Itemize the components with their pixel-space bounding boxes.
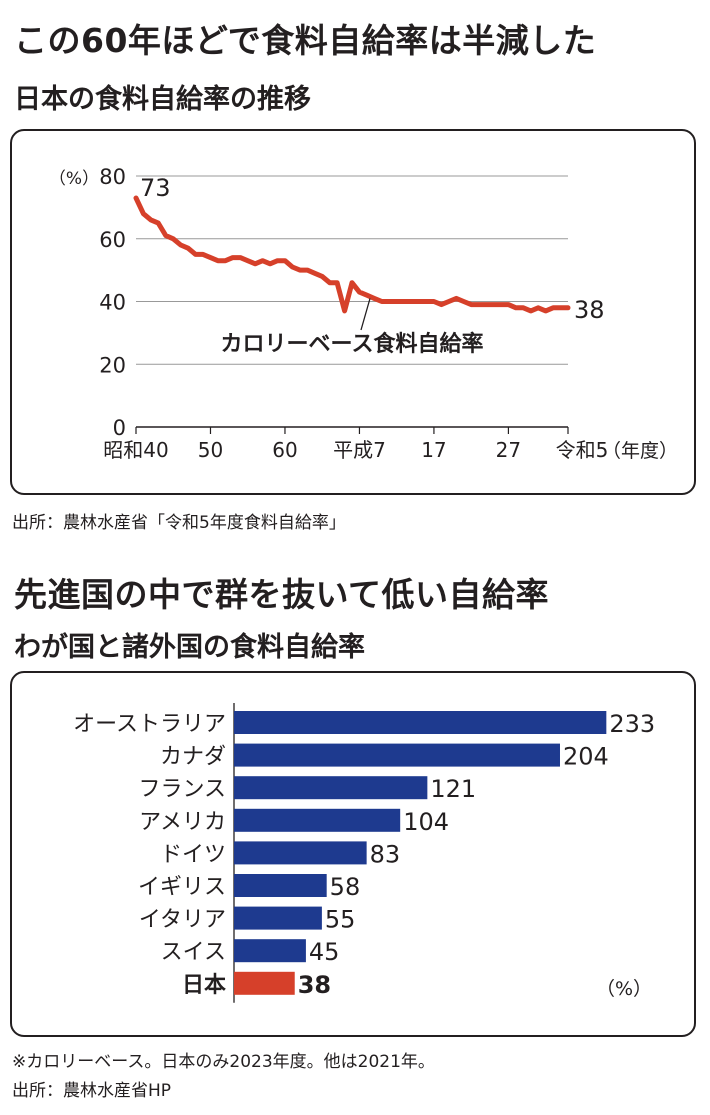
bar <box>234 906 322 930</box>
category-label: カナダ <box>160 745 226 770</box>
note-2: ※カロリーベース。日本のみ2023年度。他は2021年。 <box>12 1052 435 1072</box>
bar <box>234 939 306 963</box>
subheadline-1: 日本の食料自給率の推移 <box>14 84 311 115</box>
unit-label: （%） <box>596 978 652 1000</box>
value-label: 204 <box>563 743 609 771</box>
x-tick-label: 昭和40 <box>103 438 168 462</box>
value-label: 121 <box>430 775 476 803</box>
value-label: 233 <box>609 710 655 738</box>
bar <box>234 841 367 865</box>
y-tick-label: 60 <box>99 228 126 252</box>
value-label: 58 <box>330 873 361 901</box>
series-label-leader <box>360 298 371 331</box>
line-chart: 0 20 40 60 80（%） 昭和40 50 60 平成7 17 27 令和5（年度） カロリーベー… <box>49 165 678 462</box>
y-tick-label: 0 <box>113 416 126 440</box>
data-label-end: 38 <box>574 296 605 324</box>
category-label: ドイツ <box>160 842 226 867</box>
value-label: 38 <box>298 971 331 999</box>
y-unit-label: （%） <box>49 169 99 189</box>
bar-chart-panel: オーストラリア 233 カナダ 204 フランス 121 アメリカ 104 ドイツ 83 イギリス 5… <box>10 671 696 1037</box>
bar <box>234 711 607 734</box>
source-2: 出所：農林水産省HP <box>12 1081 172 1101</box>
category-label: スイス <box>161 940 226 965</box>
bar <box>234 971 295 995</box>
headline-1: この60年ほどで食料自給率は半減した <box>14 21 597 60</box>
category-label: 日本 <box>182 973 226 998</box>
subheadline-2: わが国と諸外国の食料自給率 <box>14 632 365 663</box>
x-tick-label: 令和5 <box>556 438 609 462</box>
category-label: イギリス <box>138 875 226 900</box>
bar <box>234 776 428 800</box>
category-label: アメリカ <box>139 810 226 835</box>
value-label: 55 <box>325 906 356 934</box>
x-unit-label: （年度） <box>602 440 678 462</box>
x-tick-label: 50 <box>198 438 223 462</box>
y-tick-label: 40 <box>99 291 126 315</box>
y-tick-label: 20 <box>99 353 126 377</box>
bar <box>234 874 327 897</box>
category-label: オーストラリア <box>73 712 226 737</box>
x-tick-label: 17 <box>421 438 446 462</box>
value-label: 104 <box>403 808 449 836</box>
x-tick-label: 27 <box>496 438 521 462</box>
bar-chart: オーストラリア 233 カナダ 204 フランス 121 アメリカ 104 ドイツ 83 イギリス 5… <box>73 703 655 1003</box>
category-label: フランス <box>138 777 226 802</box>
source-1: 出所：農林水産省「令和5年度食料自給率」 <box>12 513 346 533</box>
headline-2: 先進国の中で群を抜いて低い自給率 <box>14 575 550 614</box>
x-tick-label: 平成7 <box>333 438 386 462</box>
data-label-start: 73 <box>140 174 171 202</box>
value-label: 83 <box>370 840 401 868</box>
series-label: カロリーベース食料自給率 <box>221 331 484 357</box>
series-line <box>133 195 571 314</box>
y-tick-label: 80 <box>99 165 126 189</box>
bar <box>234 808 401 832</box>
x-tick-label: 60 <box>272 438 297 462</box>
bar <box>234 743 560 767</box>
value-label: 45 <box>309 938 340 966</box>
category-label: イタリア <box>139 908 226 933</box>
line-chart-panel: 0 20 40 60 80 （%） 昭和40 50 60 平成7 17 27 令和5 （年度） カロリーベー… <box>10 129 696 495</box>
